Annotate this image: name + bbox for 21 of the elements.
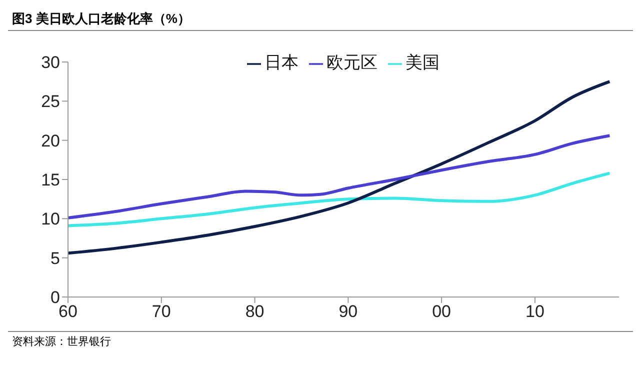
y-tick-label: 10 [41,210,60,229]
y-tick-label: 20 [41,131,60,150]
y-tick-label: 5 [50,248,60,268]
chart-title: 图3 美日欧人口老龄化率（%） [8,8,633,31]
x-tick-label: 10 [525,302,544,322]
legend-label: 美国 [406,53,440,72]
y-tick-label: 30 [41,53,60,72]
line-series [68,172,612,228]
x-tick-label: 70 [152,302,171,322]
text: 资料来源：世界银行 [12,335,112,349]
y-tick-label: 0 [50,288,60,308]
y-tick-label: 25 [41,92,60,112]
x-tick-label: 60 [58,302,78,322]
x-tick-label: 80 [245,302,264,322]
x-tick-label: 90 [338,302,358,322]
legend-label: 日本 [264,53,298,72]
line-series [68,134,612,220]
legend-label: 欧元区 [326,53,378,72]
x-tick-label: 00 [432,302,452,322]
line-series [68,80,612,255]
y-tick-label: 15 [41,170,60,190]
